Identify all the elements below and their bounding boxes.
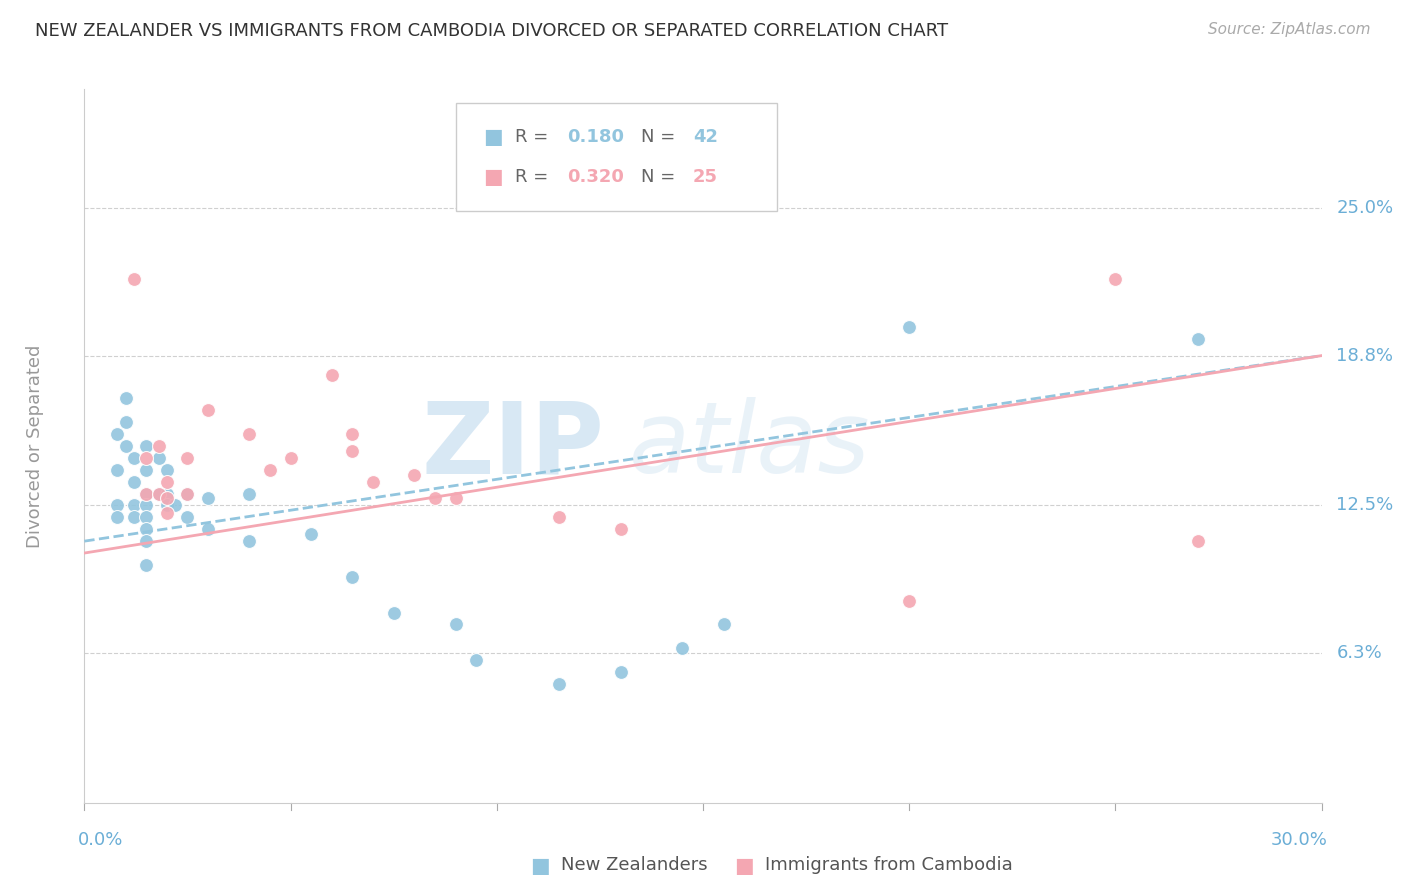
Text: 25.0%: 25.0% <box>1337 199 1393 217</box>
Point <box>238 427 260 442</box>
Point <box>156 499 179 513</box>
Text: 0.320: 0.320 <box>567 169 624 186</box>
Point <box>197 403 219 417</box>
Point <box>148 450 170 465</box>
Point <box>122 510 145 524</box>
FancyBboxPatch shape <box>456 103 778 211</box>
Text: 12.5%: 12.5% <box>1337 497 1393 515</box>
Text: atlas: atlas <box>628 398 870 494</box>
Point <box>342 427 364 442</box>
Point <box>1104 272 1126 286</box>
Point <box>135 439 157 453</box>
Point <box>176 450 198 465</box>
Point <box>148 439 170 453</box>
Point <box>122 450 145 465</box>
Point <box>197 491 219 506</box>
Point <box>165 499 187 513</box>
Point <box>280 450 302 465</box>
Point <box>898 320 921 334</box>
Point <box>122 499 145 513</box>
Point <box>342 443 364 458</box>
Text: ■: ■ <box>530 856 550 876</box>
Point <box>609 522 631 536</box>
Text: 0.0%: 0.0% <box>79 831 124 849</box>
Point <box>135 486 157 500</box>
Point <box>547 677 569 691</box>
Text: ■: ■ <box>482 127 502 146</box>
Text: 30.0%: 30.0% <box>1271 831 1327 849</box>
Text: R =: R = <box>515 128 554 145</box>
Text: 25: 25 <box>693 169 718 186</box>
Point <box>105 427 128 442</box>
Text: 42: 42 <box>693 128 718 145</box>
Point <box>122 272 145 286</box>
Text: R =: R = <box>515 169 554 186</box>
Text: ZIP: ZIP <box>422 398 605 494</box>
Text: 6.3%: 6.3% <box>1337 644 1382 662</box>
Point <box>259 463 281 477</box>
Point <box>342 570 364 584</box>
Point <box>361 475 384 489</box>
Text: 0.180: 0.180 <box>567 128 624 145</box>
Point <box>299 527 322 541</box>
Point <box>238 486 260 500</box>
Point <box>898 593 921 607</box>
Point <box>148 486 170 500</box>
Point <box>197 522 219 536</box>
Point <box>135 558 157 572</box>
Point <box>105 463 128 477</box>
Text: N =: N = <box>641 169 681 186</box>
Point <box>135 522 157 536</box>
Point <box>423 491 446 506</box>
Text: NEW ZEALANDER VS IMMIGRANTS FROM CAMBODIA DIVORCED OR SEPARATED CORRELATION CHAR: NEW ZEALANDER VS IMMIGRANTS FROM CAMBODI… <box>35 22 948 40</box>
Point <box>135 450 157 465</box>
Point <box>156 491 179 506</box>
Point <box>176 510 198 524</box>
Point <box>156 463 179 477</box>
Text: Source: ZipAtlas.com: Source: ZipAtlas.com <box>1208 22 1371 37</box>
Point <box>1187 332 1209 346</box>
Point <box>156 486 179 500</box>
Point <box>135 534 157 549</box>
Point <box>135 499 157 513</box>
Point <box>321 368 343 382</box>
Point <box>444 617 467 632</box>
Point <box>404 467 426 482</box>
Point <box>465 653 488 667</box>
Point <box>135 486 157 500</box>
Point <box>176 486 198 500</box>
Point <box>148 486 170 500</box>
Point <box>105 510 128 524</box>
Point <box>156 506 179 520</box>
Point <box>105 499 128 513</box>
Text: ■: ■ <box>482 168 502 187</box>
Point <box>156 475 179 489</box>
Text: Immigrants from Cambodia: Immigrants from Cambodia <box>765 856 1012 874</box>
Point <box>444 491 467 506</box>
Point <box>547 510 569 524</box>
Text: Divorced or Separated: Divorced or Separated <box>25 344 44 548</box>
Point <box>382 606 405 620</box>
Point <box>609 665 631 679</box>
Text: New Zealanders: New Zealanders <box>561 856 707 874</box>
Point <box>176 486 198 500</box>
Point <box>114 439 136 453</box>
Text: N =: N = <box>641 128 681 145</box>
Point <box>1187 534 1209 549</box>
Point <box>238 534 260 549</box>
Point <box>122 475 145 489</box>
Text: 18.8%: 18.8% <box>1337 347 1393 365</box>
Point <box>135 463 157 477</box>
Text: ■: ■ <box>734 856 754 876</box>
Point <box>671 641 693 656</box>
Point <box>114 415 136 429</box>
Point <box>135 510 157 524</box>
Point <box>713 617 735 632</box>
Point <box>114 392 136 406</box>
